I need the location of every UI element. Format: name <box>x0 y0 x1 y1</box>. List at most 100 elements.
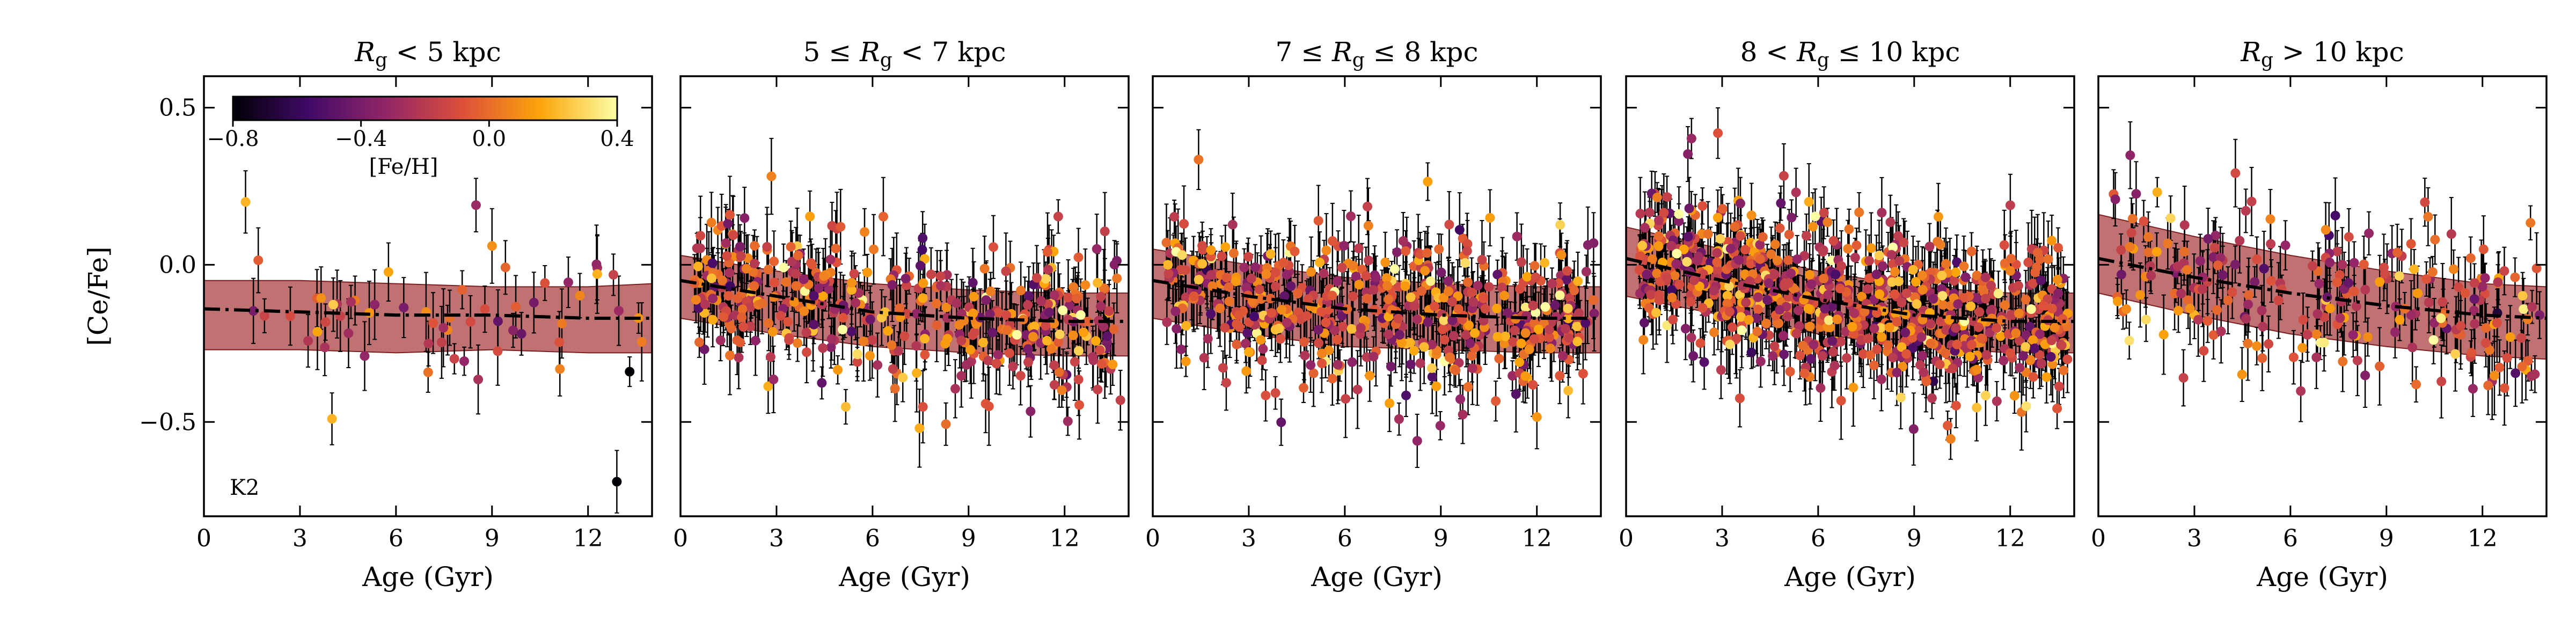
data-point <box>715 335 726 346</box>
data-point <box>1286 281 1296 291</box>
data-point <box>1099 283 1109 294</box>
data-point <box>248 306 259 316</box>
data-point <box>691 295 701 305</box>
data-point <box>1031 273 1042 283</box>
data-point <box>1316 348 1327 358</box>
data-point <box>1473 281 1483 291</box>
data-point <box>471 200 481 210</box>
data-point <box>1249 311 1259 321</box>
data-point <box>1401 246 1411 256</box>
data-point <box>1270 281 1280 291</box>
data-point <box>762 241 772 252</box>
data-point <box>1409 301 1419 311</box>
data-point <box>285 311 295 321</box>
data-point <box>1339 240 1349 251</box>
data-point <box>1501 331 1511 341</box>
data-point <box>1406 292 1416 302</box>
panel-1: 0 3 6 9 12 0.5 0.0 −0.5 Age (Gyr) Rg < 5 kpc K2 <box>139 36 653 592</box>
data-point <box>887 280 897 290</box>
data-point <box>1439 334 1450 345</box>
data-point <box>846 326 857 336</box>
data-point <box>706 273 716 283</box>
data-point <box>1304 294 1314 304</box>
data-point <box>1480 304 1490 314</box>
data-point <box>818 343 828 353</box>
data-point <box>693 261 703 272</box>
data-point <box>867 335 877 345</box>
data-point <box>1547 279 1557 289</box>
data-point <box>1080 280 1091 290</box>
data-point <box>1109 324 1119 334</box>
data-point <box>1464 320 1474 331</box>
data-point <box>1581 267 1591 277</box>
data-point <box>423 367 433 377</box>
data-point <box>1544 325 1554 335</box>
x-tick-label: 0 <box>196 525 211 552</box>
data-point <box>1053 337 1064 347</box>
data-point <box>1015 371 1026 381</box>
data-point <box>320 317 331 327</box>
data-point <box>1520 328 1531 338</box>
data-point <box>1016 286 1026 296</box>
data-point <box>1574 308 1584 318</box>
data-point <box>1425 276 1436 286</box>
data-point <box>1319 268 1329 279</box>
data-point <box>1384 294 1394 304</box>
data-point <box>1419 342 1429 352</box>
data-point <box>1533 324 1543 334</box>
data-point <box>1463 277 1473 287</box>
data-point <box>1293 288 1303 298</box>
data-point <box>920 254 930 264</box>
data-point <box>1181 292 1191 302</box>
data-point <box>1583 240 1593 250</box>
data-point <box>1347 357 1357 367</box>
data-point <box>1096 358 1107 369</box>
x-tick-label: 9 <box>485 525 500 552</box>
data-point <box>1298 383 1308 393</box>
data-point <box>1392 247 1402 257</box>
data-point <box>1261 269 1271 279</box>
data-point <box>750 259 760 269</box>
data-point <box>745 302 756 312</box>
data-point <box>1468 297 1479 307</box>
data-point <box>1540 258 1550 268</box>
data-point <box>737 312 747 323</box>
x-tick-label: 3 <box>1241 525 1256 552</box>
data-point <box>1479 293 1489 303</box>
x-tick-label: 12 <box>1522 525 1552 552</box>
data-point <box>1540 302 1550 312</box>
data-point <box>1001 266 1011 276</box>
data-point <box>814 283 824 294</box>
plot-frame <box>679 75 1130 517</box>
data-point <box>833 365 843 375</box>
y-tick-label: 0.0 <box>159 251 196 279</box>
data-point <box>1316 306 1327 317</box>
x-tick-label: 6 <box>865 525 880 552</box>
data-point <box>1282 270 1292 280</box>
x-axis-label: Age (Gyr) <box>838 561 970 592</box>
data-point <box>1443 276 1453 286</box>
data-point <box>1197 259 1208 269</box>
data-point <box>1275 334 1285 344</box>
data-point <box>259 311 269 321</box>
data-point <box>436 337 447 347</box>
data-point <box>991 358 1001 369</box>
data-point <box>1231 276 1241 287</box>
data-point <box>968 330 978 340</box>
data-point <box>801 327 811 338</box>
data-point <box>1049 380 1059 390</box>
data-point <box>1227 219 1238 230</box>
data-point <box>1194 155 1204 165</box>
data-point <box>1243 347 1254 357</box>
data-point <box>1170 306 1181 317</box>
data-point <box>838 325 848 335</box>
data-point <box>805 211 815 222</box>
data-point <box>901 274 911 284</box>
data-point <box>914 423 925 433</box>
data-point <box>1088 355 1099 365</box>
data-point <box>1589 309 1599 319</box>
data-point <box>1436 267 1446 277</box>
data-point <box>1029 321 1040 332</box>
x-tick-label: 12 <box>573 525 603 552</box>
data-point <box>636 337 647 347</box>
